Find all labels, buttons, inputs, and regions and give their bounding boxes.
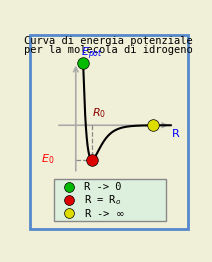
Point	[67, 185, 71, 189]
Point	[81, 61, 85, 65]
Bar	[54, 179, 166, 221]
Point	[67, 211, 71, 215]
Text: $E_{pot}$: $E_{pot}$	[81, 45, 103, 62]
Point	[151, 123, 155, 127]
Point	[67, 198, 71, 202]
Text: $R_0$: $R_0$	[92, 106, 106, 120]
Text: R: R	[172, 129, 180, 139]
Text: R -> 0: R -> 0	[84, 182, 121, 192]
Text: R -> $\infty$: R -> $\infty$	[84, 207, 125, 219]
Text: per la molecola di idrogeno: per la molecola di idrogeno	[24, 45, 193, 54]
Text: R = R$_o$: R = R$_o$	[84, 193, 121, 207]
Text: $E_0$: $E_0$	[41, 153, 54, 166]
Text: Curva di energia potenziale: Curva di energia potenziale	[24, 36, 193, 46]
Point	[90, 157, 94, 162]
